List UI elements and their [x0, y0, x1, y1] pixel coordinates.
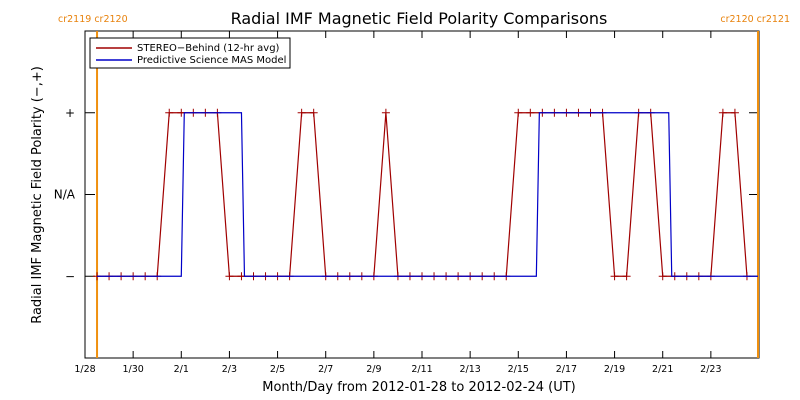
x-tick-label: 2/15 — [508, 364, 529, 375]
legend-label-mas-model: Predictive Science MAS Model — [137, 55, 286, 66]
stereo-data-point — [658, 272, 667, 281]
x-axis-label: Month/Day from 2012-01-28 to 2012-02-24 … — [262, 380, 575, 395]
stereo-data-point — [730, 108, 739, 117]
legend: STEREO−Behind (12-hr avg) Predictive Sci… — [89, 37, 291, 69]
legend-box — [89, 37, 291, 69]
y-tick-label: N/A — [54, 188, 76, 202]
x-tick-label: 2/21 — [652, 364, 673, 375]
y-tick-label: + — [65, 106, 75, 120]
stereo-data-point — [514, 108, 523, 117]
x-tick-label: 2/1 — [174, 364, 189, 375]
x-tick-label: 2/5 — [270, 364, 285, 375]
carrington-markers: cr2119 cr2120 cr2120 cr2121 — [58, 14, 790, 358]
chart-title: Radial IMF Magnetic Field Polarity Compa… — [231, 9, 608, 28]
stereo-data-point — [297, 108, 306, 117]
x-tick-label: 2/23 — [700, 364, 721, 375]
x-tick-label: 2/7 — [318, 364, 333, 375]
mas-model-series-line — [97, 112, 758, 277]
stereo-data-point — [381, 108, 390, 117]
carrington-label: cr2120 cr2121 — [720, 14, 790, 25]
stereo-data-point — [165, 108, 174, 117]
stereo-series-line — [97, 112, 748, 277]
stereo-data-point — [622, 272, 631, 281]
x-tick-label: 2/19 — [604, 364, 625, 375]
x-tick-label: 2/17 — [556, 364, 577, 375]
axis-ticks: 1/28 1/30 2/1 2/3 2/5 2/7 2/9 2/11 2/13 2/15 2/17 2… — [54, 31, 759, 375]
data-series — [93, 108, 758, 281]
x-tick-label: 1/30 — [122, 364, 143, 375]
x-tick-label: 2/9 — [366, 364, 381, 375]
x-tick-label: 1/28 — [74, 364, 95, 375]
stereo-data-point — [526, 108, 535, 117]
legend-label-stereo: STEREO−Behind (12-hr avg) — [137, 43, 280, 54]
carrington-label: cr2119 cr2120 — [58, 14, 128, 25]
y-tick-label: − — [65, 269, 75, 283]
stereo-data-point — [309, 108, 318, 117]
stereo-data-point — [225, 272, 234, 281]
y-axis-label: Radial IMF Magnetic Field Polarity (−,+) — [30, 66, 45, 324]
stereo-data-point — [718, 108, 727, 117]
x-tick-label: 2/11 — [411, 364, 432, 375]
x-tick-label: 2/13 — [459, 364, 480, 375]
plot-frame — [84, 30, 760, 359]
stereo-data-point — [610, 272, 619, 281]
x-tick-label: 2/3 — [222, 364, 237, 375]
